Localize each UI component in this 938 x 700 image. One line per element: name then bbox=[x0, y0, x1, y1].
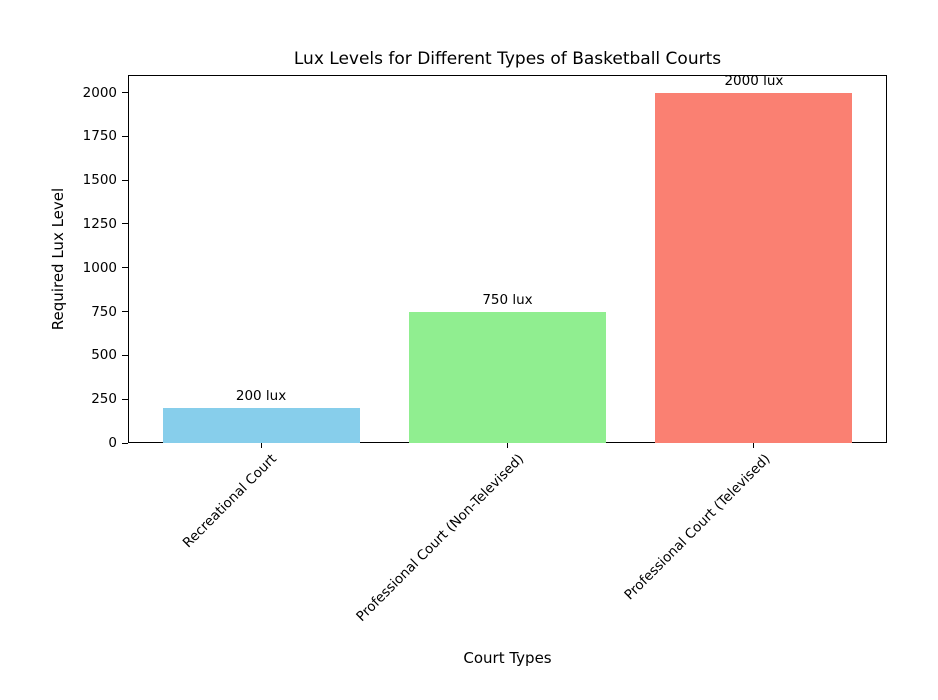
y-axis-tick-label: 1500 bbox=[82, 172, 117, 189]
y-axis-tick-label: 500 bbox=[91, 347, 117, 364]
y-axis-tick-label: 250 bbox=[91, 391, 117, 408]
y-axis-tick-label: 2000 bbox=[82, 84, 117, 101]
y-axis-tick-label: 1000 bbox=[82, 259, 117, 276]
bar-value-label: 200 lux bbox=[235, 387, 287, 404]
y-axis-tick-label: 1250 bbox=[82, 215, 117, 232]
bar-value-label: 750 lux bbox=[482, 291, 533, 308]
y-axis-tick-label: 1750 bbox=[82, 128, 117, 145]
bar bbox=[409, 311, 606, 443]
x-axis-tick-mark bbox=[753, 443, 755, 448]
y-axis-tick-label: 750 bbox=[91, 303, 117, 320]
y-axis-tick-mark bbox=[122, 223, 128, 225]
x-axis-tick-label: Recreational Court bbox=[180, 451, 281, 552]
y-axis-tick-mark bbox=[122, 398, 128, 400]
x-axis-tick-label: Professional Court (Televised) bbox=[621, 451, 774, 604]
x-axis-tick-mark bbox=[507, 443, 508, 448]
bar bbox=[162, 407, 360, 443]
x-axis-tick-mark bbox=[260, 443, 262, 448]
y-axis-tick-mark bbox=[122, 179, 128, 181]
y-axis-tick-mark bbox=[122, 442, 128, 444]
y-axis-tick-mark bbox=[122, 354, 128, 356]
y-axis-tick-label: 0 bbox=[108, 435, 117, 451]
x-axis-tick-label: Professional Court (Non-Televised) bbox=[352, 451, 527, 625]
y-axis-tick-mark bbox=[122, 267, 128, 269]
x-axis-label: Court Types bbox=[463, 649, 552, 667]
bar bbox=[655, 92, 853, 443]
bar-value-label: 2000 lux bbox=[724, 72, 784, 89]
chart-title: Lux Levels for Different Types of Basket… bbox=[293, 49, 722, 69]
y-axis-tick-mark bbox=[122, 92, 128, 94]
y-axis-tick-mark bbox=[122, 311, 128, 313]
y-axis-tick-mark bbox=[122, 135, 128, 137]
